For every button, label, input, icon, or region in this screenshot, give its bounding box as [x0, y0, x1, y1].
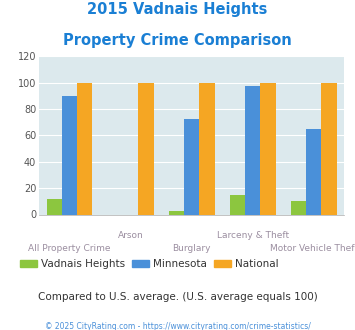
- Bar: [77, 82, 92, 214]
- Bar: [47, 199, 62, 214]
- Bar: [138, 82, 153, 214]
- Text: Larceny & Theft: Larceny & Theft: [217, 231, 289, 240]
- Text: 2015 Vadnais Heights: 2015 Vadnais Heights: [87, 2, 268, 16]
- Bar: [169, 211, 184, 214]
- Bar: [230, 195, 245, 214]
- Bar: [291, 201, 306, 214]
- Bar: [184, 119, 200, 214]
- Bar: [200, 82, 214, 214]
- Bar: [306, 129, 322, 214]
- Text: All Property Crime: All Property Crime: [28, 244, 111, 253]
- Text: Motor Vehicle Theft: Motor Vehicle Theft: [270, 244, 355, 253]
- Text: Compared to U.S. average. (U.S. average equals 100): Compared to U.S. average. (U.S. average …: [38, 292, 317, 302]
- Legend: Vadnais Heights, Minnesota, National: Vadnais Heights, Minnesota, National: [16, 255, 283, 274]
- Text: Property Crime Comparison: Property Crime Comparison: [63, 33, 292, 48]
- Bar: [261, 82, 275, 214]
- Text: Arson: Arson: [118, 231, 143, 240]
- Bar: [62, 96, 77, 214]
- Text: © 2025 CityRating.com - https://www.cityrating.com/crime-statistics/: © 2025 CityRating.com - https://www.city…: [45, 322, 310, 330]
- Bar: [245, 86, 261, 214]
- Text: Burglary: Burglary: [173, 244, 211, 253]
- Bar: [322, 82, 337, 214]
